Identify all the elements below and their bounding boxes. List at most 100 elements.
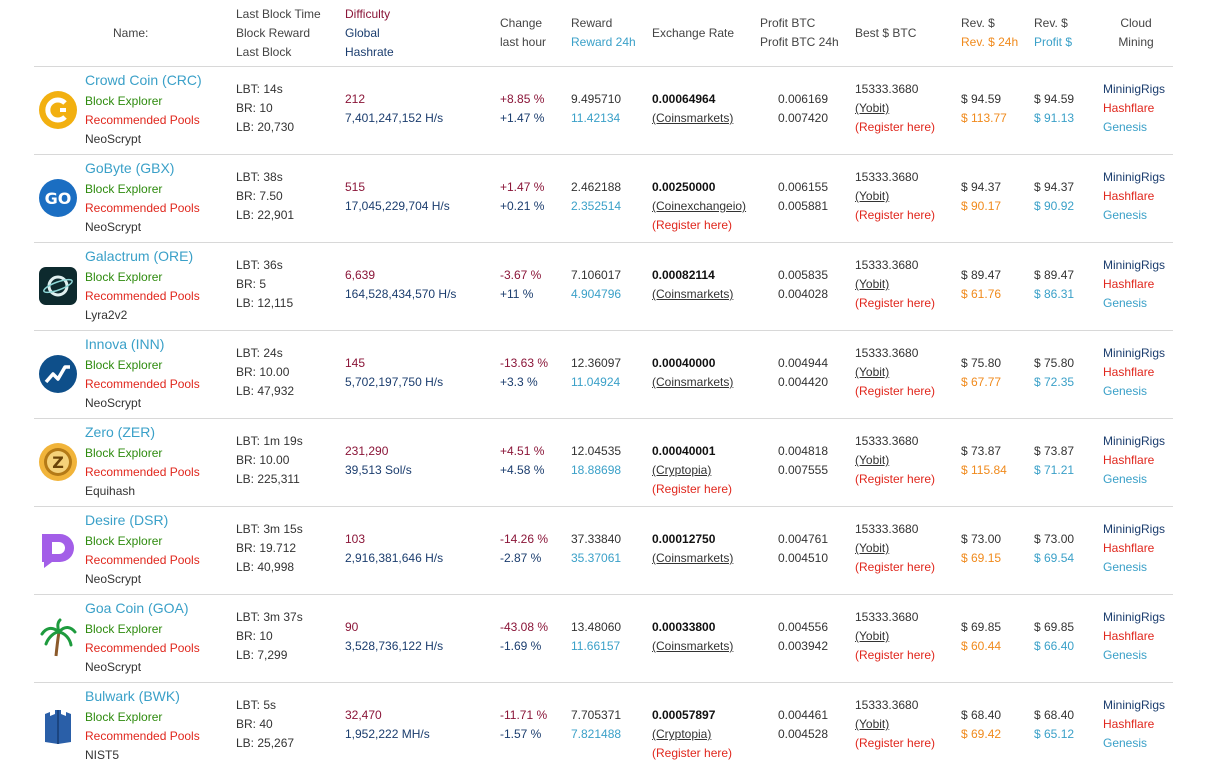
recommended-pools-link[interactable]: Recommended Pools [85,465,200,479]
rev-usd-2-value: $ 89.47 [1034,268,1075,282]
exchange-rate-value: 0.00057897 [652,708,716,722]
cloud-mininigrigs-link[interactable]: MininigRigs [1103,610,1166,624]
profit-usd-value: $ 86.31 [1034,287,1075,301]
cloud-hashflare-link[interactable]: Hashflare [1103,453,1155,467]
last-block-time: LBT: 3m 37s [236,610,303,624]
cloud-hashflare-link[interactable]: Hashflare [1103,717,1155,731]
block-explorer-link[interactable]: Block Explorer [85,182,163,196]
change-last-hour-value: +1.47 % [500,111,545,125]
best-exchange-link[interactable]: (Yobit) [855,101,890,115]
cloud-genesis-link[interactable]: Genesis [1103,648,1148,662]
best-register-link[interactable]: (Register here) [855,296,936,310]
coin-name-link[interactable]: Crowd Coin (CRC) [85,72,202,88]
best-exchange-link[interactable]: (Yobit) [855,277,890,291]
coin-name-link[interactable]: Desire (DSR) [85,512,169,528]
exchange-link[interactable]: (Coinsmarkets) [652,375,734,389]
last-block-time: LBT: 5s [236,698,277,712]
cloud-genesis-link[interactable]: Genesis [1103,560,1148,574]
cloud-mininigrigs-link[interactable]: MininigRigs [1103,434,1166,448]
last-block: LB: 20,730 [236,120,295,134]
best-exchange-link[interactable]: (Yobit) [855,717,890,731]
cloud-hashflare-link[interactable]: Hashflare [1103,277,1155,291]
cloud-genesis-link[interactable]: Genesis [1103,472,1148,486]
cloud-mininigrigs-link[interactable]: MininigRigs [1103,82,1166,96]
block-explorer-link[interactable]: Block Explorer [85,94,163,108]
best-exchange-link[interactable]: (Yobit) [855,365,890,379]
exchange-link[interactable]: (Coinsmarkets) [652,287,734,301]
rev-usd-value: $ 73.87 [961,444,1002,458]
rev-usd-value: $ 89.47 [961,268,1002,282]
cloud-hashflare-link[interactable]: Hashflare [1103,541,1155,555]
best-register-link[interactable]: (Register here) [855,208,936,222]
best-exchange-link[interactable]: (Yobit) [855,189,890,203]
last-block: LB: 22,901 [236,208,295,222]
last-block-time: LBT: 36s [236,258,283,272]
cloud-hashflare-link[interactable]: Hashflare [1103,365,1155,379]
exchange-link[interactable]: (Cryptopia) [652,463,712,477]
cloud-hashflare-link[interactable]: Hashflare [1103,189,1155,203]
coin-name-link[interactable]: Zero (ZER) [85,424,155,440]
block-explorer-link[interactable]: Block Explorer [85,358,163,372]
coin-name-link[interactable]: GoByte (GBX) [85,160,175,176]
cloud-mininigrigs-link[interactable]: MininigRigs [1103,698,1166,712]
block-explorer-link[interactable]: Block Explorer [85,270,163,284]
cloud-genesis-link[interactable]: Genesis [1103,208,1148,222]
coin-name-link[interactable]: Galactrum (ORE) [85,248,194,264]
best-exchange-link[interactable]: (Yobit) [855,629,890,643]
exchange-register-link[interactable]: (Register here) [652,482,733,496]
difficulty-value: 90 [345,620,359,634]
block-explorer-link[interactable]: Block Explorer [85,534,163,548]
change-value: -43.08 % [500,620,549,634]
cloud-mininigrigs-link[interactable]: MininigRigs [1103,346,1166,360]
block-explorer-link[interactable]: Block Explorer [85,446,163,460]
table-row: Crowd Coin (CRC) Block Explorer Recommen… [0,66,1207,154]
best-register-link[interactable]: (Register here) [855,560,936,574]
cloud-hashflare-link[interactable]: Hashflare [1103,629,1155,643]
best-register-link[interactable]: (Register here) [855,384,936,398]
exchange-link[interactable]: (Coinsmarkets) [652,551,734,565]
best-register-link[interactable]: (Register here) [855,736,936,750]
algorithm: NIST5 [85,748,120,762]
block-explorer-link[interactable]: Block Explorer [85,710,163,724]
row-divider [34,66,1173,67]
recommended-pools-link[interactable]: Recommended Pools [85,377,200,391]
block-explorer-link[interactable]: Block Explorer [85,622,163,636]
hashrate-value: 2,916,381,646 H/s [345,551,444,565]
coin-name-link[interactable]: Goa Coin (GOA) [85,600,189,616]
best-usd-btc-value: 15333.3680 [855,346,919,360]
best-register-link[interactable]: (Register here) [855,120,936,134]
cloud-mininigrigs-link[interactable]: MininigRigs [1103,170,1166,184]
recommended-pools-link[interactable]: Recommended Pools [85,113,200,127]
cloud-genesis-link[interactable]: Genesis [1103,736,1148,750]
recommended-pools-link[interactable]: Recommended Pools [85,641,200,655]
cloud-genesis-link[interactable]: Genesis [1103,384,1148,398]
best-exchange-link[interactable]: (Yobit) [855,541,890,555]
exchange-link[interactable]: (Coinexchangeio) [652,199,747,213]
best-register-link[interactable]: (Register here) [855,472,936,486]
rev-usd-24h-value: $ 60.44 [961,639,1002,653]
cloud-mininigrigs-link[interactable]: MininigRigs [1103,258,1166,272]
recommended-pools-link[interactable]: Recommended Pools [85,201,200,215]
difficulty-value: 32,470 [345,708,382,722]
svg-text:Z: Z [52,453,64,472]
exchange-link[interactable]: (Coinsmarkets) [652,111,734,125]
exchange-link[interactable]: (Coinsmarkets) [652,639,734,653]
profit-btc-value: 0.004461 [777,708,828,722]
exchange-register-link[interactable]: (Register here) [652,746,733,760]
recommended-pools-link[interactable]: Recommended Pools [85,729,200,743]
coin-name-link[interactable]: Innova (INN) [85,336,165,352]
header-mining: Mining [1118,35,1154,49]
cloud-genesis-link[interactable]: Genesis [1103,296,1148,310]
rev-usd-2-value: $ 73.00 [1034,532,1075,546]
recommended-pools-link[interactable]: Recommended Pools [85,289,200,303]
coin-name-link[interactable]: Bulwark (BWK) [85,688,180,704]
best-exchange-link[interactable]: (Yobit) [855,453,890,467]
cloud-mininigrigs-link[interactable]: MininigRigs [1103,522,1166,536]
cloud-hashflare-link[interactable]: Hashflare [1103,101,1155,115]
best-register-link[interactable]: (Register here) [855,648,936,662]
cloud-genesis-link[interactable]: Genesis [1103,120,1148,134]
block-reward: BR: 7.50 [236,189,283,203]
recommended-pools-link[interactable]: Recommended Pools [85,553,200,567]
exchange-register-link[interactable]: (Register here) [652,218,733,232]
exchange-link[interactable]: (Cryptopia) [652,727,712,741]
